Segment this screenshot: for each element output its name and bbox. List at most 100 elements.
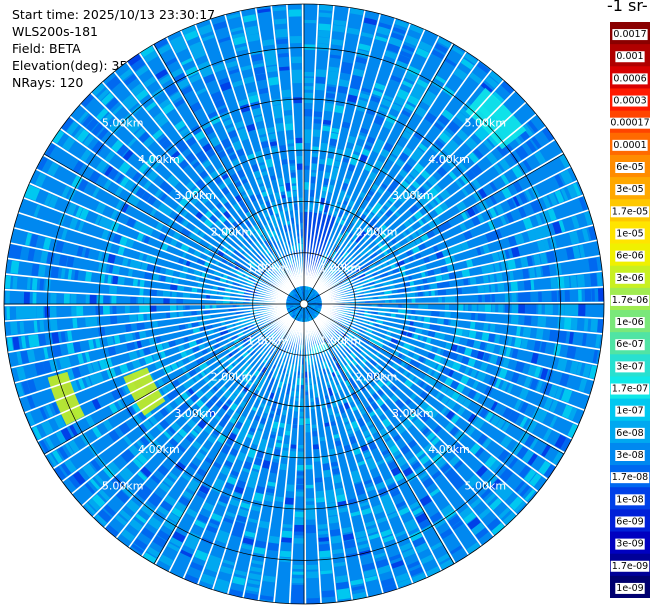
ppi-cell (378, 22, 392, 30)
ppi-cell (341, 61, 353, 68)
ppi-cell (274, 366, 280, 374)
ppi-cell (60, 331, 66, 343)
ppi-cell (334, 104, 345, 114)
ppi-cell (106, 367, 117, 379)
ppi-cell (490, 283, 496, 293)
ppi-cell (61, 117, 74, 131)
ppi-cell (420, 271, 426, 278)
ppi-cell (127, 137, 137, 148)
ppi-cell (308, 293, 314, 299)
ppi-cell (408, 255, 414, 263)
ppi-cell (296, 464, 304, 471)
colorbar-label-bg (615, 250, 645, 262)
ppi-cell (461, 187, 469, 197)
ppi-cell (39, 440, 50, 454)
ppi-cell (533, 340, 541, 352)
instrument-label: WLS200s-181 (12, 24, 98, 39)
ppi-cell (48, 306, 57, 318)
ppi-cell (277, 53, 289, 58)
ppi-cell (454, 243, 463, 253)
ppi-cell (77, 111, 89, 123)
ppi-cell (233, 338, 240, 344)
ppi-cell (455, 328, 464, 336)
ppi-cell (512, 180, 523, 193)
ppi-cell (554, 386, 563, 400)
ppi-cell (466, 426, 476, 436)
ppi-cell (214, 176, 223, 185)
ppi-cell (439, 189, 451, 201)
ppi-cell (180, 549, 193, 558)
ppi-cell (438, 131, 452, 144)
ppi-cell (217, 500, 228, 508)
ppi-cell (516, 446, 529, 460)
beam-gap-line (101, 81, 293, 292)
ppi-cell (337, 238, 345, 247)
ppi-cell (242, 369, 249, 377)
beam-gap-line (317, 314, 539, 493)
ppi-cell (245, 229, 252, 236)
ppi-cell (226, 126, 236, 133)
ppi-cell (147, 516, 162, 530)
ppi-cell (327, 77, 338, 86)
ppi-cell (207, 111, 218, 119)
ppi-cell (45, 437, 55, 450)
ppi-cell (253, 65, 266, 75)
ppi-cell (285, 423, 292, 431)
ppi-cell (445, 410, 455, 420)
ppi-cell (272, 259, 278, 266)
ppi-cell (343, 177, 351, 185)
ppi-cell (325, 92, 336, 99)
ppi-cell (389, 284, 396, 290)
ppi-cell (326, 157, 334, 166)
ppi-cell (366, 249, 375, 256)
ppi-cell (281, 264, 286, 269)
ppi-cell (437, 114, 450, 126)
colorbar-tick-label: 3e-09 (616, 539, 643, 550)
ppi-cell (144, 355, 154, 365)
beam-gap-line (141, 318, 295, 557)
ppi-cell (323, 360, 329, 369)
ppi-cell (377, 487, 389, 498)
colorbar-label-bg (615, 339, 645, 351)
ppi-cell (331, 38, 344, 46)
ppi-cell (211, 512, 223, 522)
ppi-cell (446, 158, 456, 169)
ppi-cell (242, 461, 253, 471)
ppi-cell (578, 304, 586, 317)
ppi-cell (539, 252, 548, 265)
ppi-cell (325, 274, 330, 279)
ppi-cell (74, 127, 84, 139)
ppi-cell (362, 210, 369, 217)
ppi-cell (284, 430, 291, 436)
ppi-cell (217, 107, 228, 115)
ppi-cell (352, 326, 358, 331)
ppi-cell (566, 183, 579, 199)
ppi-cell (177, 444, 186, 453)
ppi-cell (443, 220, 452, 230)
ppi-cell (234, 436, 244, 446)
ppi-cell (101, 113, 113, 125)
ppi-cell (384, 477, 395, 486)
ppi-cell (39, 407, 48, 420)
ppi-cell (130, 296, 137, 304)
ppi-cell (236, 301, 244, 304)
ppi-cell (360, 377, 367, 385)
colorbar-label-bg (615, 228, 645, 240)
ppi-cell (334, 329, 340, 335)
ppi-cell (309, 309, 314, 314)
ppi-cell (484, 294, 491, 303)
ppi-cell (107, 274, 112, 284)
ppi-cell (397, 54, 411, 65)
ppi-cell (332, 24, 346, 33)
ppi-cell (355, 284, 364, 290)
ppi-cell (65, 443, 74, 456)
ppi-cell (472, 380, 480, 390)
ppi-cell (253, 282, 261, 287)
ppi-cell (327, 258, 333, 264)
ppi-cell (388, 367, 397, 375)
ppi-cell (223, 242, 231, 249)
ppi-cell (124, 179, 135, 191)
ppi-cell (527, 120, 539, 133)
ppi-cell (32, 426, 42, 440)
ppi-cell (469, 72, 483, 84)
